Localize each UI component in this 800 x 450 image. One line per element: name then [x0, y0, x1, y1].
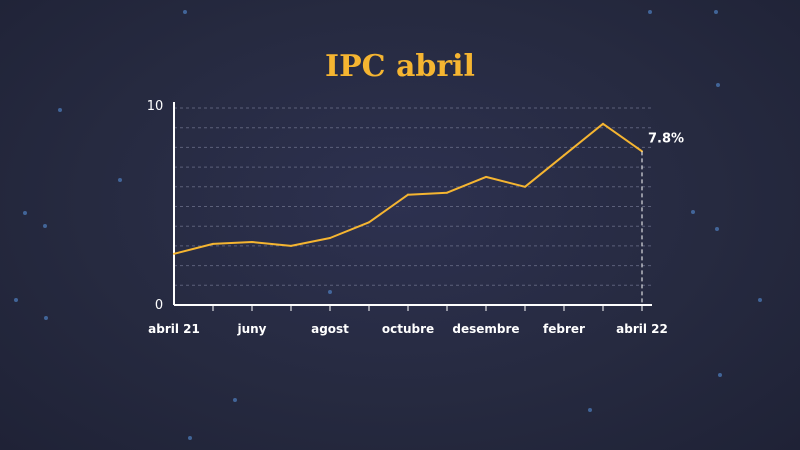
background-dot	[328, 290, 332, 294]
data-point	[407, 193, 409, 196]
series-line	[173, 122, 643, 255]
data-point	[329, 237, 331, 240]
background-dot	[588, 408, 592, 412]
data-point	[368, 221, 370, 224]
background-decoration	[14, 10, 762, 440]
gridlines	[174, 107, 652, 286]
chart-title: IPC abril	[325, 49, 475, 84]
end-value-label: 7.8%	[648, 131, 684, 146]
data-point	[485, 175, 487, 178]
background-dot	[188, 436, 192, 440]
background-dot	[758, 298, 762, 302]
x-tick-label: abril 22	[616, 322, 668, 336]
background-dot	[58, 108, 62, 112]
x-tick-label: desembre	[452, 322, 519, 336]
x-tick-label: febrer	[543, 322, 585, 336]
data-point	[524, 185, 526, 188]
background-dot	[716, 83, 720, 87]
data-point	[212, 242, 214, 245]
background-dot	[718, 373, 722, 377]
background-dot	[23, 211, 27, 215]
x-tick-label: agost	[311, 322, 349, 336]
data-point	[290, 244, 292, 247]
data-point	[602, 122, 604, 125]
background-dot	[183, 10, 187, 14]
x-tick-label: octubre	[382, 322, 434, 336]
background-dot	[43, 224, 47, 228]
background-dot	[714, 10, 718, 14]
background-dot	[14, 298, 18, 302]
data-point	[173, 252, 175, 255]
background-dot	[715, 227, 719, 231]
background-dot	[648, 10, 652, 14]
background-dot	[233, 398, 237, 402]
background-dot	[691, 210, 695, 214]
background-dot	[118, 178, 122, 182]
background-dot	[44, 316, 48, 320]
x-tick-labels: abril 21 juny agost octubre desembre febrer ab…	[148, 322, 668, 336]
x-tick-label: abril 21	[148, 322, 200, 336]
y-tick-label-min: 0	[155, 298, 163, 313]
series	[173, 122, 643, 305]
x-tick-label: juny	[236, 322, 266, 336]
axes	[173, 102, 652, 311]
y-tick-label-max: 10	[147, 99, 164, 114]
data-point	[563, 154, 565, 157]
data-point	[251, 240, 253, 243]
data-point	[446, 191, 448, 194]
